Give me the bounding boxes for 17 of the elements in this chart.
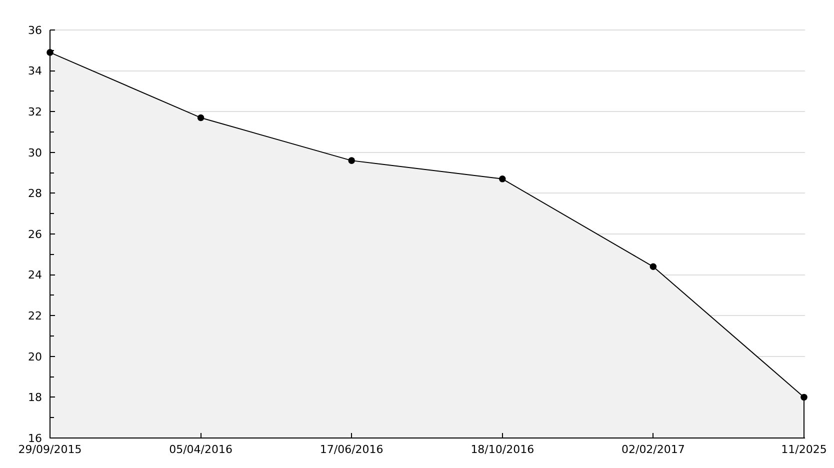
y-tick-label: 22: [28, 309, 42, 322]
y-tick-label: 18: [28, 391, 42, 404]
y-tick-label: 30: [28, 146, 42, 160]
x-tick-label: 29/09/2015: [18, 443, 82, 456]
x-tick-label: 18/10/2016: [470, 443, 534, 456]
y-tick-label: 26: [28, 228, 42, 241]
x-tick-label: 05/04/2016: [169, 443, 233, 456]
y-tick-label: 34: [28, 64, 42, 78]
y-tick-label: 24: [28, 268, 42, 282]
y-tick-label: 28: [28, 187, 42, 200]
y-tick-label: 16: [28, 432, 42, 445]
x-tick-label: 17/06/2016: [320, 443, 384, 456]
y-tick-label: 36: [28, 24, 42, 37]
y-tick-label: 20: [28, 350, 42, 364]
y-tick-label: 32: [28, 105, 42, 118]
x-tick-label: 11/2025: [781, 443, 827, 456]
x-tick-label: 02/02/2017: [621, 443, 685, 456]
